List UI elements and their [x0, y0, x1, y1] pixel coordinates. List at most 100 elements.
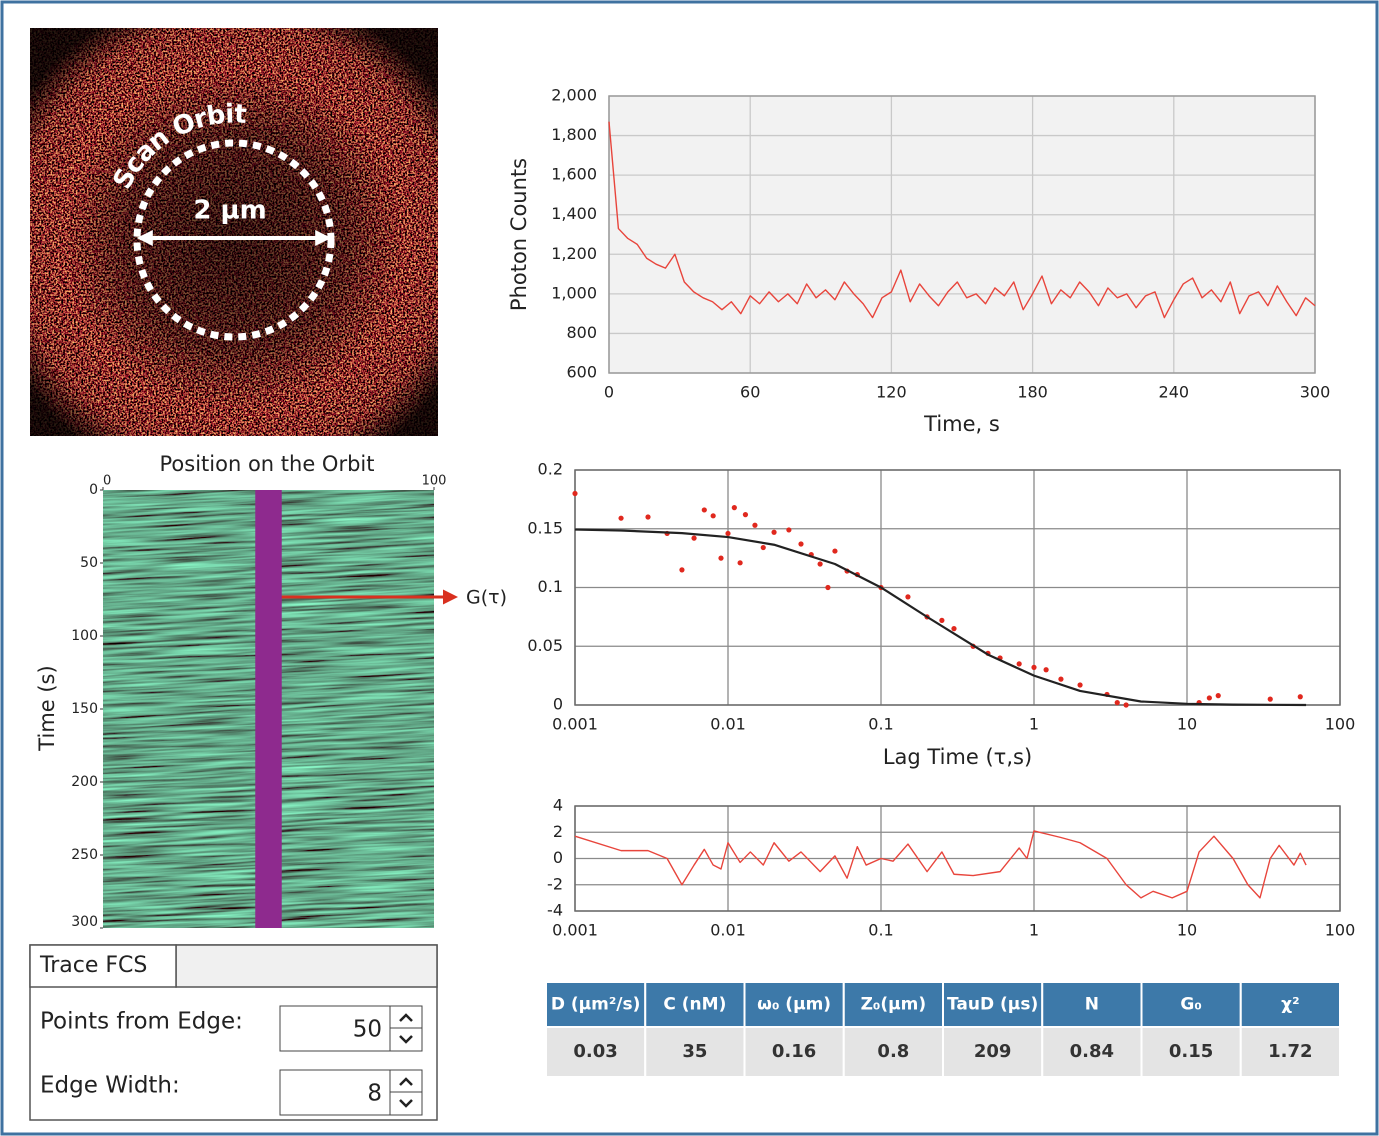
chart: 0 0.05 0.1 0.15 0.2 0.001 0.01 0.1 1 10 100 Lag Tim… — [527, 460, 1355, 770]
x-axis-label: Time, s — [923, 412, 1000, 436]
data-point — [1215, 693, 1221, 699]
y-tick-label: 0.05 — [527, 636, 563, 655]
data-point — [1206, 695, 1212, 701]
header-text: ω₀ (µm) — [757, 995, 831, 1015]
cell-text: 1.72 — [1268, 1041, 1312, 1062]
x-tick-label: 0.1 — [868, 715, 893, 734]
y-tick-label: 250 — [71, 847, 98, 863]
table-cell — [545, 1026, 647, 1078]
cell-text: 209 — [974, 1041, 1012, 1062]
x-tick-label: 0.001 — [552, 921, 598, 940]
tab[interactable] — [29, 944, 177, 988]
cell-text: 0.03 — [573, 1041, 617, 1062]
data-point — [825, 584, 831, 591]
plot-frame — [574, 805, 1341, 912]
chart: -4 -2 0 2 4 0.001 0.01 0.1 1 10 100 — [547, 796, 1355, 940]
y-tick-label: 2 — [553, 822, 563, 841]
data-point — [1031, 664, 1037, 671]
y-tick-label: 150 — [71, 701, 98, 717]
spinner-down[interactable] — [399, 1035, 413, 1044]
y-tick-label: 0 — [89, 482, 98, 498]
data-point — [1267, 696, 1273, 702]
data-point — [725, 530, 731, 537]
data-point — [691, 535, 697, 541]
y-tick-label: 600 — [566, 363, 597, 382]
input-value[interactable]: 50 — [353, 1017, 382, 1043]
data-point — [760, 544, 766, 551]
data-point — [572, 490, 578, 497]
header-cell — [942, 981, 1044, 1028]
x-tick-label: 100 — [422, 474, 447, 489]
results-table: D (µm²/s) C (nM) ω₀ (µm) Z₀(µm) TauD (µs) N G₀… — [545, 981, 1341, 1078]
x-tick-label: 0 — [604, 383, 614, 402]
output-label: G(τ) — [466, 587, 507, 609]
y-tick-label: 0 — [553, 848, 563, 867]
x-tick-label: 240 — [1159, 383, 1190, 402]
data-point — [731, 505, 737, 511]
y-tick-label: 300 — [71, 914, 98, 930]
input-value[interactable]: 8 — [367, 1081, 382, 1107]
highlight-band — [255, 490, 282, 928]
x-tick-label: 180 — [1017, 383, 1048, 402]
data-point — [1058, 676, 1064, 682]
y-axis-label: Photon Counts — [507, 158, 531, 311]
input-box[interactable] — [279, 1005, 391, 1052]
x-tick-label: 100 — [1325, 921, 1356, 940]
cell-text: 0.15 — [1169, 1041, 1213, 1062]
data-point — [817, 561, 823, 567]
x-tick-label: 0 — [103, 474, 111, 489]
y-tick-label: 1,600 — [551, 165, 597, 184]
table-cell — [1041, 1026, 1143, 1078]
header-cell — [644, 981, 746, 1028]
plot-frame — [574, 469, 1341, 706]
table-cell — [1239, 1026, 1341, 1078]
data-point — [1297, 694, 1303, 700]
x-tick-label: 0.1 — [868, 921, 893, 940]
tab-strip — [175, 944, 438, 988]
y-tick-label: 1,200 — [551, 244, 597, 263]
data-point — [1043, 667, 1049, 673]
header-text: Z₀(µm) — [861, 995, 927, 1015]
image-shade — [30, 28, 438, 436]
microscopy-image: 2 µm Scan Orbit — [30, 28, 438, 436]
y-tick-label: 50 — [80, 555, 98, 571]
spinner-up[interactable] — [399, 1013, 413, 1022]
controls-panel: Trace FCS Points from Edge: 50 Edge Width:… — [29, 944, 438, 1121]
tab-label[interactable]: Trace FCS — [39, 953, 147, 978]
input-box[interactable] — [279, 1069, 391, 1116]
header-text: TauD (µs) — [947, 995, 1038, 1015]
table-cell — [942, 1026, 1044, 1078]
field-label: Edge Width: — [40, 1073, 180, 1099]
charts: 600 800 1,000 1,200 1,400 1,600 1,800 2,000 0 60 1… — [507, 86, 1355, 940]
y-tick-label: 1,400 — [551, 204, 597, 223]
data-point — [618, 515, 624, 521]
data-line — [574, 830, 1307, 899]
data-line — [574, 528, 1307, 707]
x-tick-label: 10 — [1177, 715, 1197, 734]
x-tick-label: 1 — [1029, 715, 1039, 734]
spinner-down[interactable] — [399, 1099, 413, 1108]
plot-frame — [608, 95, 1316, 374]
kymograph: Position on the Orbit Time (s) G(τ) 0 100… — [35, 452, 507, 930]
spinner-up[interactable] — [399, 1077, 413, 1086]
data-point — [645, 514, 651, 520]
header-text: N — [1085, 995, 1099, 1015]
data-point — [771, 529, 777, 535]
x-axis-label: Lag Time (τ,s) — [883, 745, 1032, 769]
table-cell — [1140, 1026, 1242, 1078]
x-tick-label: 0.001 — [552, 715, 598, 734]
y-tick-label: 0.2 — [538, 460, 563, 479]
y-tick-label: 100 — [71, 628, 98, 644]
cell-text: 0.8 — [877, 1041, 909, 1062]
data-point — [939, 617, 945, 624]
cell-text: 0.84 — [1070, 1041, 1114, 1062]
y-tick-label: 800 — [566, 323, 597, 342]
data-point — [1123, 702, 1129, 708]
data-point — [742, 512, 749, 518]
y-tick-label: 1,000 — [551, 283, 597, 302]
x-tick-label: 100 — [1325, 715, 1356, 734]
data-point — [1077, 682, 1083, 688]
data-point — [701, 507, 707, 513]
